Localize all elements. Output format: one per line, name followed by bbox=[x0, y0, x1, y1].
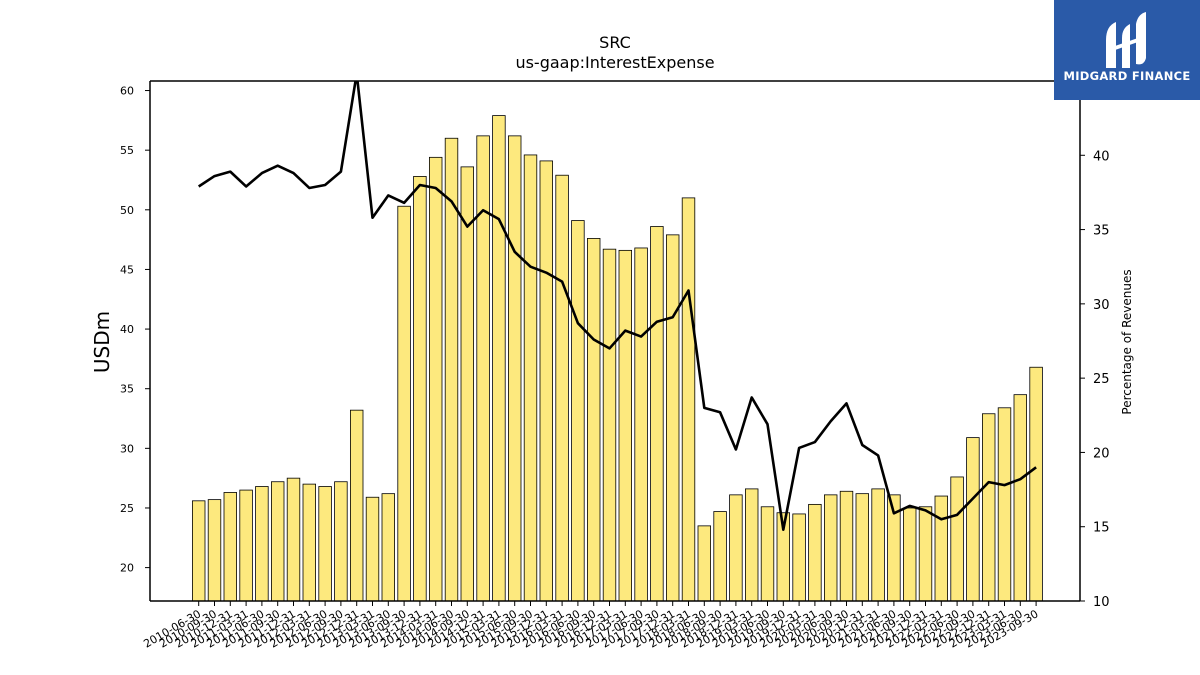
chart-title: SRC bbox=[599, 33, 631, 52]
bar bbox=[934, 495, 949, 602]
bar bbox=[681, 197, 696, 602]
y-tick-label: 60 bbox=[120, 85, 134, 98]
bar bbox=[760, 506, 775, 602]
y-tick-label: 25 bbox=[120, 502, 134, 515]
y2-tick-label: 25 bbox=[1093, 372, 1110, 387]
y-tick-label: 55 bbox=[120, 144, 134, 157]
bar bbox=[729, 494, 743, 602]
midgard-logo-icon bbox=[1106, 12, 1146, 68]
bar bbox=[808, 503, 822, 602]
y-tick-label: 30 bbox=[120, 442, 134, 455]
y2-axis-label: Percentage of Revenues bbox=[1120, 269, 1134, 414]
bar bbox=[634, 247, 648, 602]
bar bbox=[207, 499, 222, 602]
bar bbox=[239, 489, 253, 602]
bar bbox=[824, 494, 838, 602]
bar bbox=[492, 115, 506, 602]
bar bbox=[365, 496, 380, 602]
bar bbox=[460, 166, 475, 602]
bar bbox=[286, 477, 301, 602]
y-tick-label: 20 bbox=[120, 562, 134, 575]
bar bbox=[413, 176, 427, 602]
chart-subtitle: us-gaap:InterestExpense bbox=[515, 53, 714, 72]
y-tick-label: 40 bbox=[120, 323, 134, 336]
bar bbox=[871, 488, 885, 602]
bar bbox=[270, 481, 285, 602]
bar bbox=[334, 481, 348, 602]
bar bbox=[713, 511, 727, 602]
axes: 202530354045505560101520253035402010-06-… bbox=[120, 80, 1110, 651]
bar bbox=[476, 135, 490, 602]
bar bbox=[855, 493, 870, 602]
bar bbox=[602, 248, 617, 602]
y-tick-label: 50 bbox=[120, 204, 134, 217]
bar bbox=[349, 409, 364, 602]
logo: MIDGARD FINANCE bbox=[1054, 0, 1200, 100]
bar bbox=[587, 238, 601, 602]
y2-tick-label: 20 bbox=[1093, 446, 1110, 461]
y2-tick-label: 40 bbox=[1093, 149, 1110, 164]
bar bbox=[650, 226, 664, 602]
bar bbox=[839, 490, 854, 602]
y2-tick-label: 35 bbox=[1093, 224, 1110, 239]
bar bbox=[539, 160, 554, 602]
bar bbox=[745, 488, 759, 602]
bar bbox=[666, 234, 680, 602]
bar bbox=[966, 437, 980, 602]
y-tick-label: 45 bbox=[120, 263, 134, 276]
bar bbox=[1029, 366, 1043, 602]
bar bbox=[903, 507, 917, 602]
y-axis-label: USDm bbox=[90, 311, 114, 373]
bar bbox=[1013, 394, 1028, 602]
bar bbox=[428, 156, 443, 602]
bar bbox=[507, 135, 522, 602]
bar bbox=[571, 220, 585, 602]
bar bbox=[555, 174, 569, 602]
bar bbox=[223, 492, 238, 602]
bar bbox=[618, 249, 633, 602]
bar bbox=[523, 154, 538, 602]
bar bbox=[918, 506, 933, 602]
bar bbox=[318, 486, 332, 602]
logo-text: MIDGARD FINANCE bbox=[1063, 69, 1191, 83]
bar bbox=[397, 205, 411, 602]
bar bbox=[997, 407, 1012, 602]
line-series bbox=[197, 81, 1037, 531]
bar bbox=[255, 486, 269, 602]
line-path bbox=[197, 81, 1037, 531]
bar bbox=[792, 513, 806, 602]
bar bbox=[381, 493, 396, 602]
y-tick-label: 35 bbox=[120, 383, 134, 396]
bar bbox=[982, 413, 996, 602]
bar bbox=[697, 525, 712, 602]
bar-series bbox=[191, 115, 1043, 602]
y2-tick-label: 30 bbox=[1093, 298, 1110, 313]
bar bbox=[302, 483, 317, 602]
bar bbox=[191, 500, 206, 602]
bar bbox=[950, 476, 964, 602]
y2-tick-label: 10 bbox=[1093, 595, 1110, 610]
y2-tick-label: 15 bbox=[1093, 521, 1110, 536]
